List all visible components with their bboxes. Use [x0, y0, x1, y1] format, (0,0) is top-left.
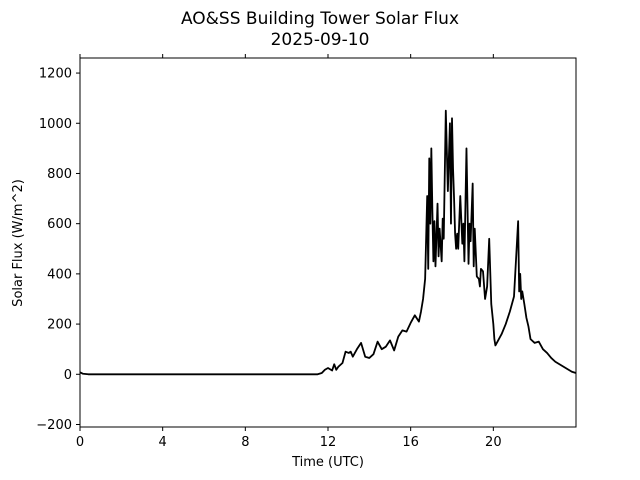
y-tick-label: 400	[47, 267, 72, 282]
chart-subtitle: 2025-09-10	[271, 30, 370, 50]
x-tick-label: 4	[159, 435, 167, 450]
y-tick-label: 0	[64, 368, 72, 383]
y-axis-label: Solar Flux (W/m^2)	[11, 179, 26, 307]
y-tick-label: 200	[47, 318, 72, 333]
y-tick-label: 1000	[39, 117, 72, 132]
x-tick-label: 12	[320, 435, 337, 450]
x-tick-label: 20	[485, 435, 502, 450]
y-tick-label: 1200	[39, 67, 72, 82]
solar-flux-line	[79, 109, 577, 376]
y-tick-label: 600	[47, 217, 72, 232]
x-tick-label: 0	[76, 435, 84, 450]
chart-title: AO&SS Building Tower Solar Flux	[181, 9, 459, 29]
plot-frame	[79, 57, 577, 428]
x-tick-label: 16	[402, 435, 419, 450]
axis-ticks: 0 4 8 12 16 20 −200 0 200 400 600 800 1000 1200	[36, 54, 502, 450]
x-tick-label: 8	[241, 435, 249, 450]
y-tick-label: −200	[36, 418, 72, 433]
y-tick-label: 800	[47, 167, 72, 182]
x-axis-label: Time (UTC)	[291, 455, 364, 470]
